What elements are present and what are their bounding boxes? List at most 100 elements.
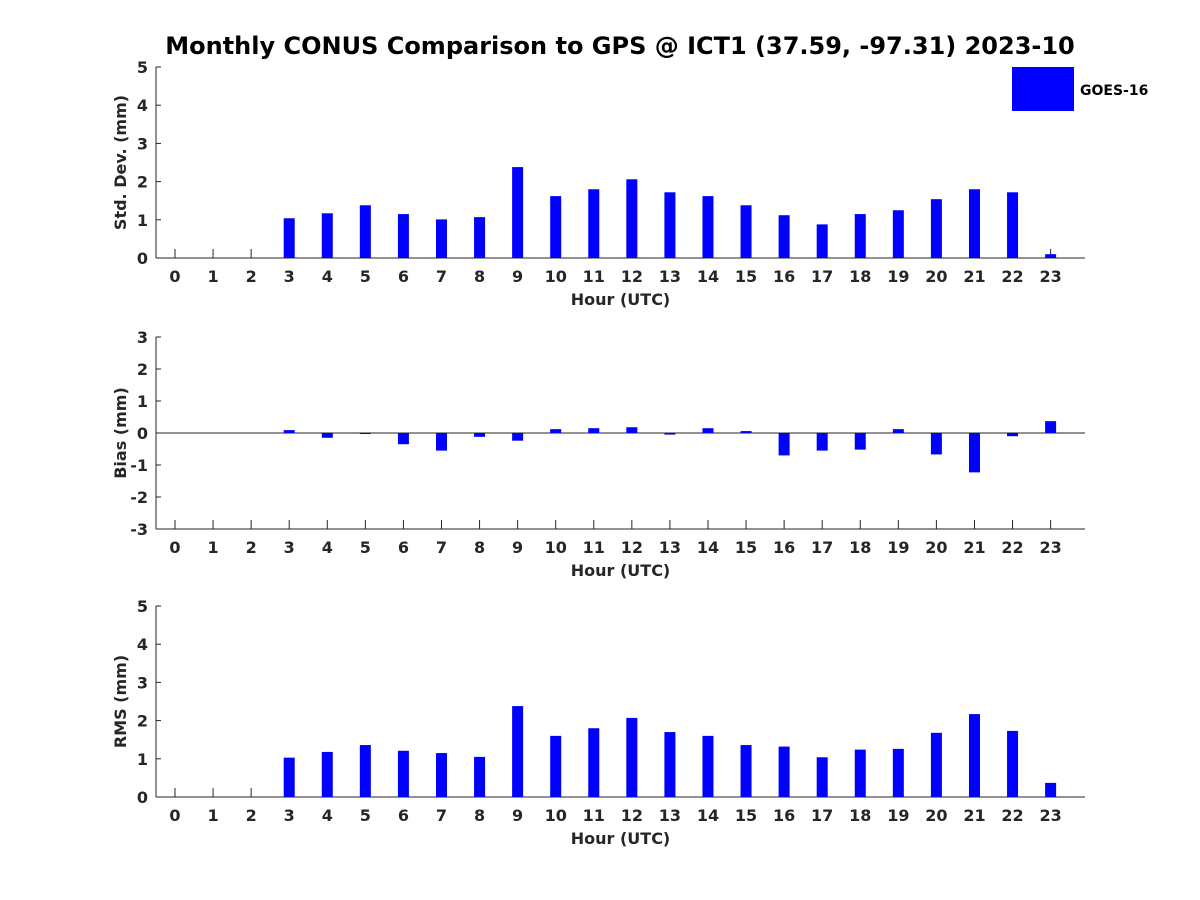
x-tick-label: 22: [1001, 267, 1023, 286]
bar-hour-17: [816, 757, 828, 797]
x-tick-label: 23: [1039, 538, 1061, 557]
x-tick-label: 10: [545, 267, 567, 286]
y-tick-label: -3: [130, 520, 148, 539]
x-tick-label: 19: [887, 267, 909, 286]
x-tick-label: 22: [1001, 538, 1023, 557]
bar-hour-21: [968, 189, 980, 258]
legend-swatch-goes-16: [1012, 67, 1074, 111]
x-tick-label: 13: [659, 538, 681, 557]
x-tick-label: 17: [811, 267, 833, 286]
bar-hour-19: [892, 429, 904, 433]
x-tick-label: 13: [659, 806, 681, 825]
x-tick-label: 0: [169, 267, 180, 286]
x-tick-label: 21: [963, 267, 985, 286]
bar-hour-16: [778, 215, 790, 258]
x-tick-label: 5: [360, 806, 371, 825]
bar-hour-3: [283, 218, 295, 258]
y-tick-label: 3: [137, 673, 148, 692]
x-tick-label: 23: [1039, 267, 1061, 286]
y-tick-label: 2: [137, 360, 148, 379]
bar-hour-7: [435, 219, 447, 258]
x-axis-label: Hour (UTC): [571, 290, 671, 309]
x-tick-label: 6: [398, 267, 409, 286]
bar-hour-11: [588, 189, 600, 258]
bar-hour-11: [588, 428, 600, 433]
bar-hour-3: [283, 430, 295, 433]
y-tick-label: 4: [137, 635, 148, 654]
x-tick-label: 14: [697, 267, 719, 286]
bar-hour-19: [892, 748, 904, 797]
y-tick-label: -2: [130, 488, 148, 507]
chart-title: Monthly CONUS Comparison to GPS @ ICT1 (…: [165, 32, 1075, 60]
x-tick-label: 11: [583, 806, 605, 825]
y-tick-label: 2: [137, 173, 148, 192]
x-tick-label: 11: [583, 538, 605, 557]
x-tick-label: 16: [773, 267, 795, 286]
chart-legend: GOES-16: [1012, 67, 1148, 111]
bar-hour-14: [702, 428, 714, 433]
bar-hour-12: [626, 179, 638, 258]
x-tick-label: 10: [545, 538, 567, 557]
x-axis-label: Hour (UTC): [571, 829, 671, 848]
bar-hour-12: [626, 717, 638, 797]
bar-hour-23: [1045, 421, 1057, 433]
y-tick-label: 1: [137, 392, 148, 411]
y-axis-label: RMS (mm): [111, 655, 130, 748]
bar-hour-15: [740, 745, 752, 797]
bar-hour-7: [435, 753, 447, 797]
bar-hour-22: [1007, 192, 1019, 258]
bar-hour-22: [1007, 730, 1019, 797]
bar-hour-4: [321, 213, 333, 258]
bar-hour-8: [474, 433, 486, 437]
bar-hour-23: [1045, 254, 1057, 258]
y-tick-label: 5: [137, 597, 148, 616]
x-tick-label: 5: [360, 538, 371, 557]
y-tick-label: 0: [137, 249, 148, 268]
bar-hour-10: [550, 196, 562, 258]
x-tick-label: 16: [773, 806, 795, 825]
bar-hour-12: [626, 427, 638, 433]
bar-hour-9: [512, 433, 524, 441]
y-tick-label: 3: [137, 134, 148, 153]
x-tick-label: 14: [697, 538, 719, 557]
bar-hour-13: [664, 732, 676, 797]
x-tick-label: 19: [887, 806, 909, 825]
bar-hour-18: [854, 433, 866, 450]
x-tick-label: 17: [811, 538, 833, 557]
x-tick-label: 13: [659, 267, 681, 286]
x-tick-label: 8: [474, 806, 485, 825]
bar-hour-3: [283, 757, 295, 797]
y-tick-label: 2: [137, 712, 148, 731]
x-tick-label: 8: [474, 267, 485, 286]
x-axis-label: Hour (UTC): [571, 561, 671, 580]
x-tick-label: 5: [360, 267, 371, 286]
x-tick-label: 2: [246, 538, 257, 557]
x-tick-label: 6: [398, 538, 409, 557]
bar-hour-10: [550, 429, 562, 433]
legend-label-goes-16: GOES-16: [1080, 83, 1148, 99]
bar-hour-9: [512, 167, 524, 258]
y-axis-label: Std. Dev. (mm): [111, 95, 130, 230]
x-tick-label: 7: [436, 806, 447, 825]
x-tick-label: 12: [621, 267, 643, 286]
x-tick-label: 20: [925, 806, 947, 825]
x-tick-label: 9: [512, 806, 523, 825]
y-tick-label: 3: [137, 328, 148, 347]
x-tick-label: 3: [284, 267, 295, 286]
y-tick-label: 1: [137, 750, 148, 769]
x-tick-label: 15: [735, 806, 757, 825]
x-tick-label: 9: [512, 267, 523, 286]
bar-hour-6: [397, 750, 409, 797]
x-tick-label: 15: [735, 267, 757, 286]
bar-hour-7: [435, 433, 447, 451]
bar-hour-17: [816, 224, 828, 258]
x-tick-label: 0: [169, 538, 180, 557]
x-tick-label: 17: [811, 806, 833, 825]
x-tick-label: 23: [1039, 806, 1061, 825]
y-tick-label: -1: [130, 456, 148, 475]
bar-hour-18: [854, 749, 866, 797]
